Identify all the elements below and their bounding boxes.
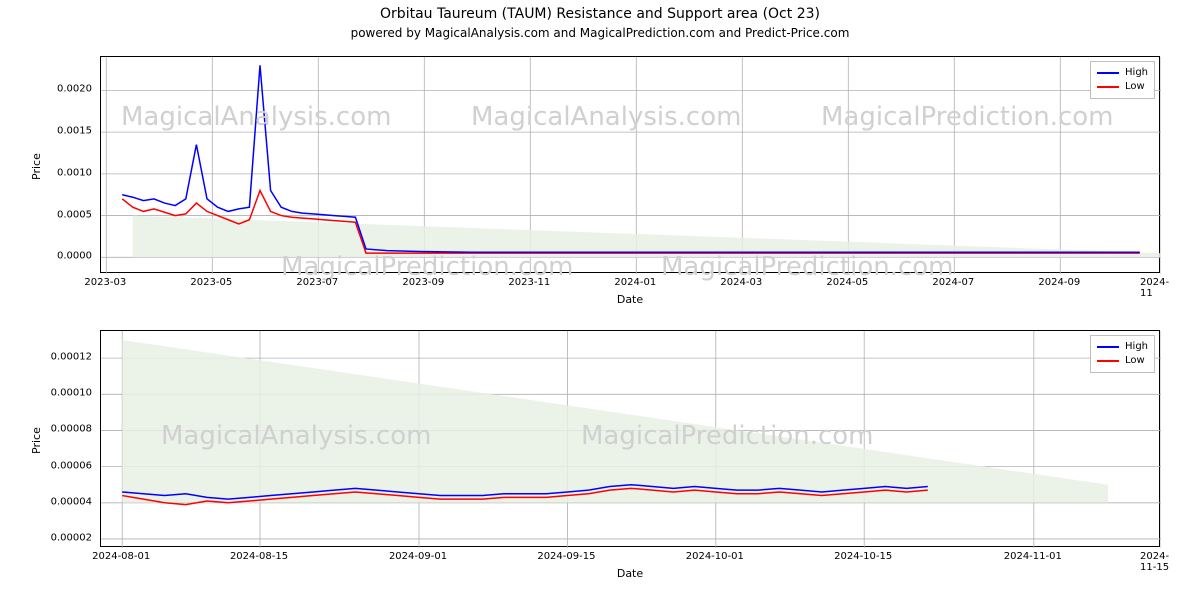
y-tick-label: 0.00008 (42, 424, 92, 435)
x-tick-label: 2023-03 (84, 277, 126, 288)
y-tick-label: 0.0020 (42, 84, 92, 95)
legend-row-high: High (1097, 340, 1148, 354)
x-tick-label: 2024-09 (1038, 277, 1080, 288)
legend-swatch-high (1097, 346, 1119, 348)
legend-label-low: Low (1125, 354, 1145, 368)
legend-swatch-high (1097, 72, 1119, 74)
x-tick-label: 2024-03 (720, 277, 762, 288)
y-tick-label: 0.00006 (42, 460, 92, 471)
chart-panel-bottom: High Low MagicalAnalysis.com MagicalPred… (100, 330, 1160, 547)
legend-row-low: Low (1097, 80, 1148, 94)
x-tick-label: 2024-11-01 (1004, 551, 1062, 562)
y-tick-label: 0.00012 (42, 352, 92, 363)
x-tick-label: 2024-11-15 (1140, 551, 1180, 573)
legend-label-low: Low (1125, 80, 1145, 94)
legend-swatch-low (1097, 86, 1119, 88)
x-tick-label: 2024-10-15 (834, 551, 892, 562)
legend-row-high: High (1097, 66, 1148, 80)
y-tick-label: 0.00004 (42, 496, 92, 507)
chart-top-svg (101, 57, 1161, 274)
x-axis-label-top: Date (610, 293, 650, 306)
y-tick-label: 0.00010 (42, 388, 92, 399)
y-tick-label: 0.0000 (42, 251, 92, 262)
x-tick-label: 2024-08-15 (230, 551, 288, 562)
x-tick-label: 2023-09 (402, 277, 444, 288)
x-tick-label: 2024-05 (826, 277, 868, 288)
y-tick-label: 0.0005 (42, 209, 92, 220)
x-tick-label: 2023-05 (190, 277, 232, 288)
x-tick-label: 2024-01 (614, 277, 656, 288)
figure-subtitle: powered by MagicalAnalysis.com and Magic… (0, 26, 1200, 40)
x-tick-label: 2023-11 (508, 277, 550, 288)
x-tick-label: 2023-07 (296, 277, 338, 288)
x-axis-label-bottom: Date (610, 567, 650, 580)
y-tick-label: 0.00002 (42, 532, 92, 543)
chart-panel-top: High Low MagicalAnalysis.com MagicalAnal… (100, 56, 1160, 273)
y-tick-label: 0.0010 (42, 167, 92, 178)
legend-label-high: High (1125, 340, 1148, 354)
figure-title: Orbitau Taureum (TAUM) Resistance and Su… (0, 6, 1200, 22)
x-tick-label: 2024-11 (1140, 277, 1180, 299)
legend-top: High Low (1090, 61, 1155, 99)
x-tick-label: 2024-07 (932, 277, 974, 288)
legend-swatch-low (1097, 360, 1119, 362)
x-tick-label: 2024-10-01 (686, 551, 744, 562)
chart-bottom-svg (101, 331, 1161, 548)
x-tick-label: 2024-08-01 (92, 551, 150, 562)
x-tick-label: 2024-09-15 (537, 551, 595, 562)
x-tick-label: 2024-09-01 (389, 551, 447, 562)
y-tick-label: 0.0015 (42, 126, 92, 137)
legend-bottom: High Low (1090, 335, 1155, 373)
legend-label-high: High (1125, 66, 1148, 80)
figure: Orbitau Taureum (TAUM) Resistance and Su… (0, 0, 1200, 600)
legend-row-low: Low (1097, 354, 1148, 368)
